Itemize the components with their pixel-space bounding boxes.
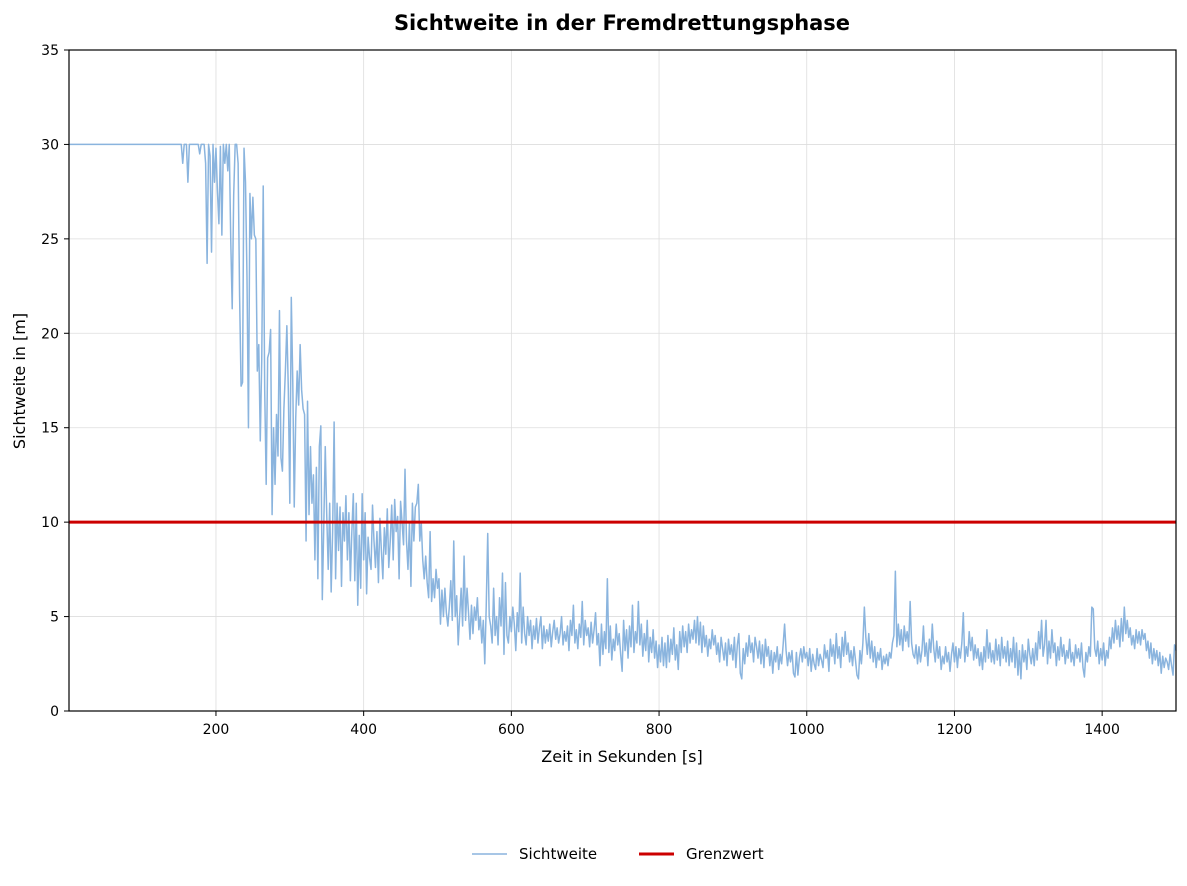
y-tick-label: 25 [41, 232, 59, 248]
y-tick-label: 10 [41, 515, 59, 531]
y-axis-ticks: 0 5 10 15 20 25 30 35 [41, 43, 69, 720]
series-lines [69, 143, 1177, 680]
x-tick-label: 800 [646, 722, 673, 738]
x-tick-label: 1200 [937, 722, 973, 738]
series-line-sichtweite [69, 143, 1177, 680]
legend-label-grenzwert: Grenzwert [686, 845, 764, 863]
plot-frame [68, 49, 1177, 712]
x-axis-label: Zeit in Sekunden [s] [541, 747, 702, 766]
y-tick-label: 5 [50, 610, 59, 626]
x-axis-ticks: 200 400 600 800 1000 1200 1400 [203, 711, 1120, 738]
y-tick-label: 30 [41, 137, 59, 153]
y-axis-label: Sichtweite in [m] [10, 313, 29, 449]
chart-title: Sichtweite in der Fremdrettungsphase [394, 11, 850, 35]
y-tick-label: 0 [50, 704, 59, 720]
x-tick-label: 200 [203, 722, 230, 738]
x-tick-label: 1000 [789, 722, 825, 738]
y-tick-label: 15 [41, 421, 59, 437]
x-tick-label: 400 [350, 722, 377, 738]
y-tick-label: 35 [41, 43, 59, 59]
x-tick-label: 600 [498, 722, 525, 738]
legend-label-sichtweite: Sichtweite [519, 845, 597, 863]
x-tick-label: 1400 [1084, 722, 1120, 738]
legend: Sichtweite Grenzwert [472, 845, 764, 863]
y-tick-label: 20 [41, 326, 59, 342]
